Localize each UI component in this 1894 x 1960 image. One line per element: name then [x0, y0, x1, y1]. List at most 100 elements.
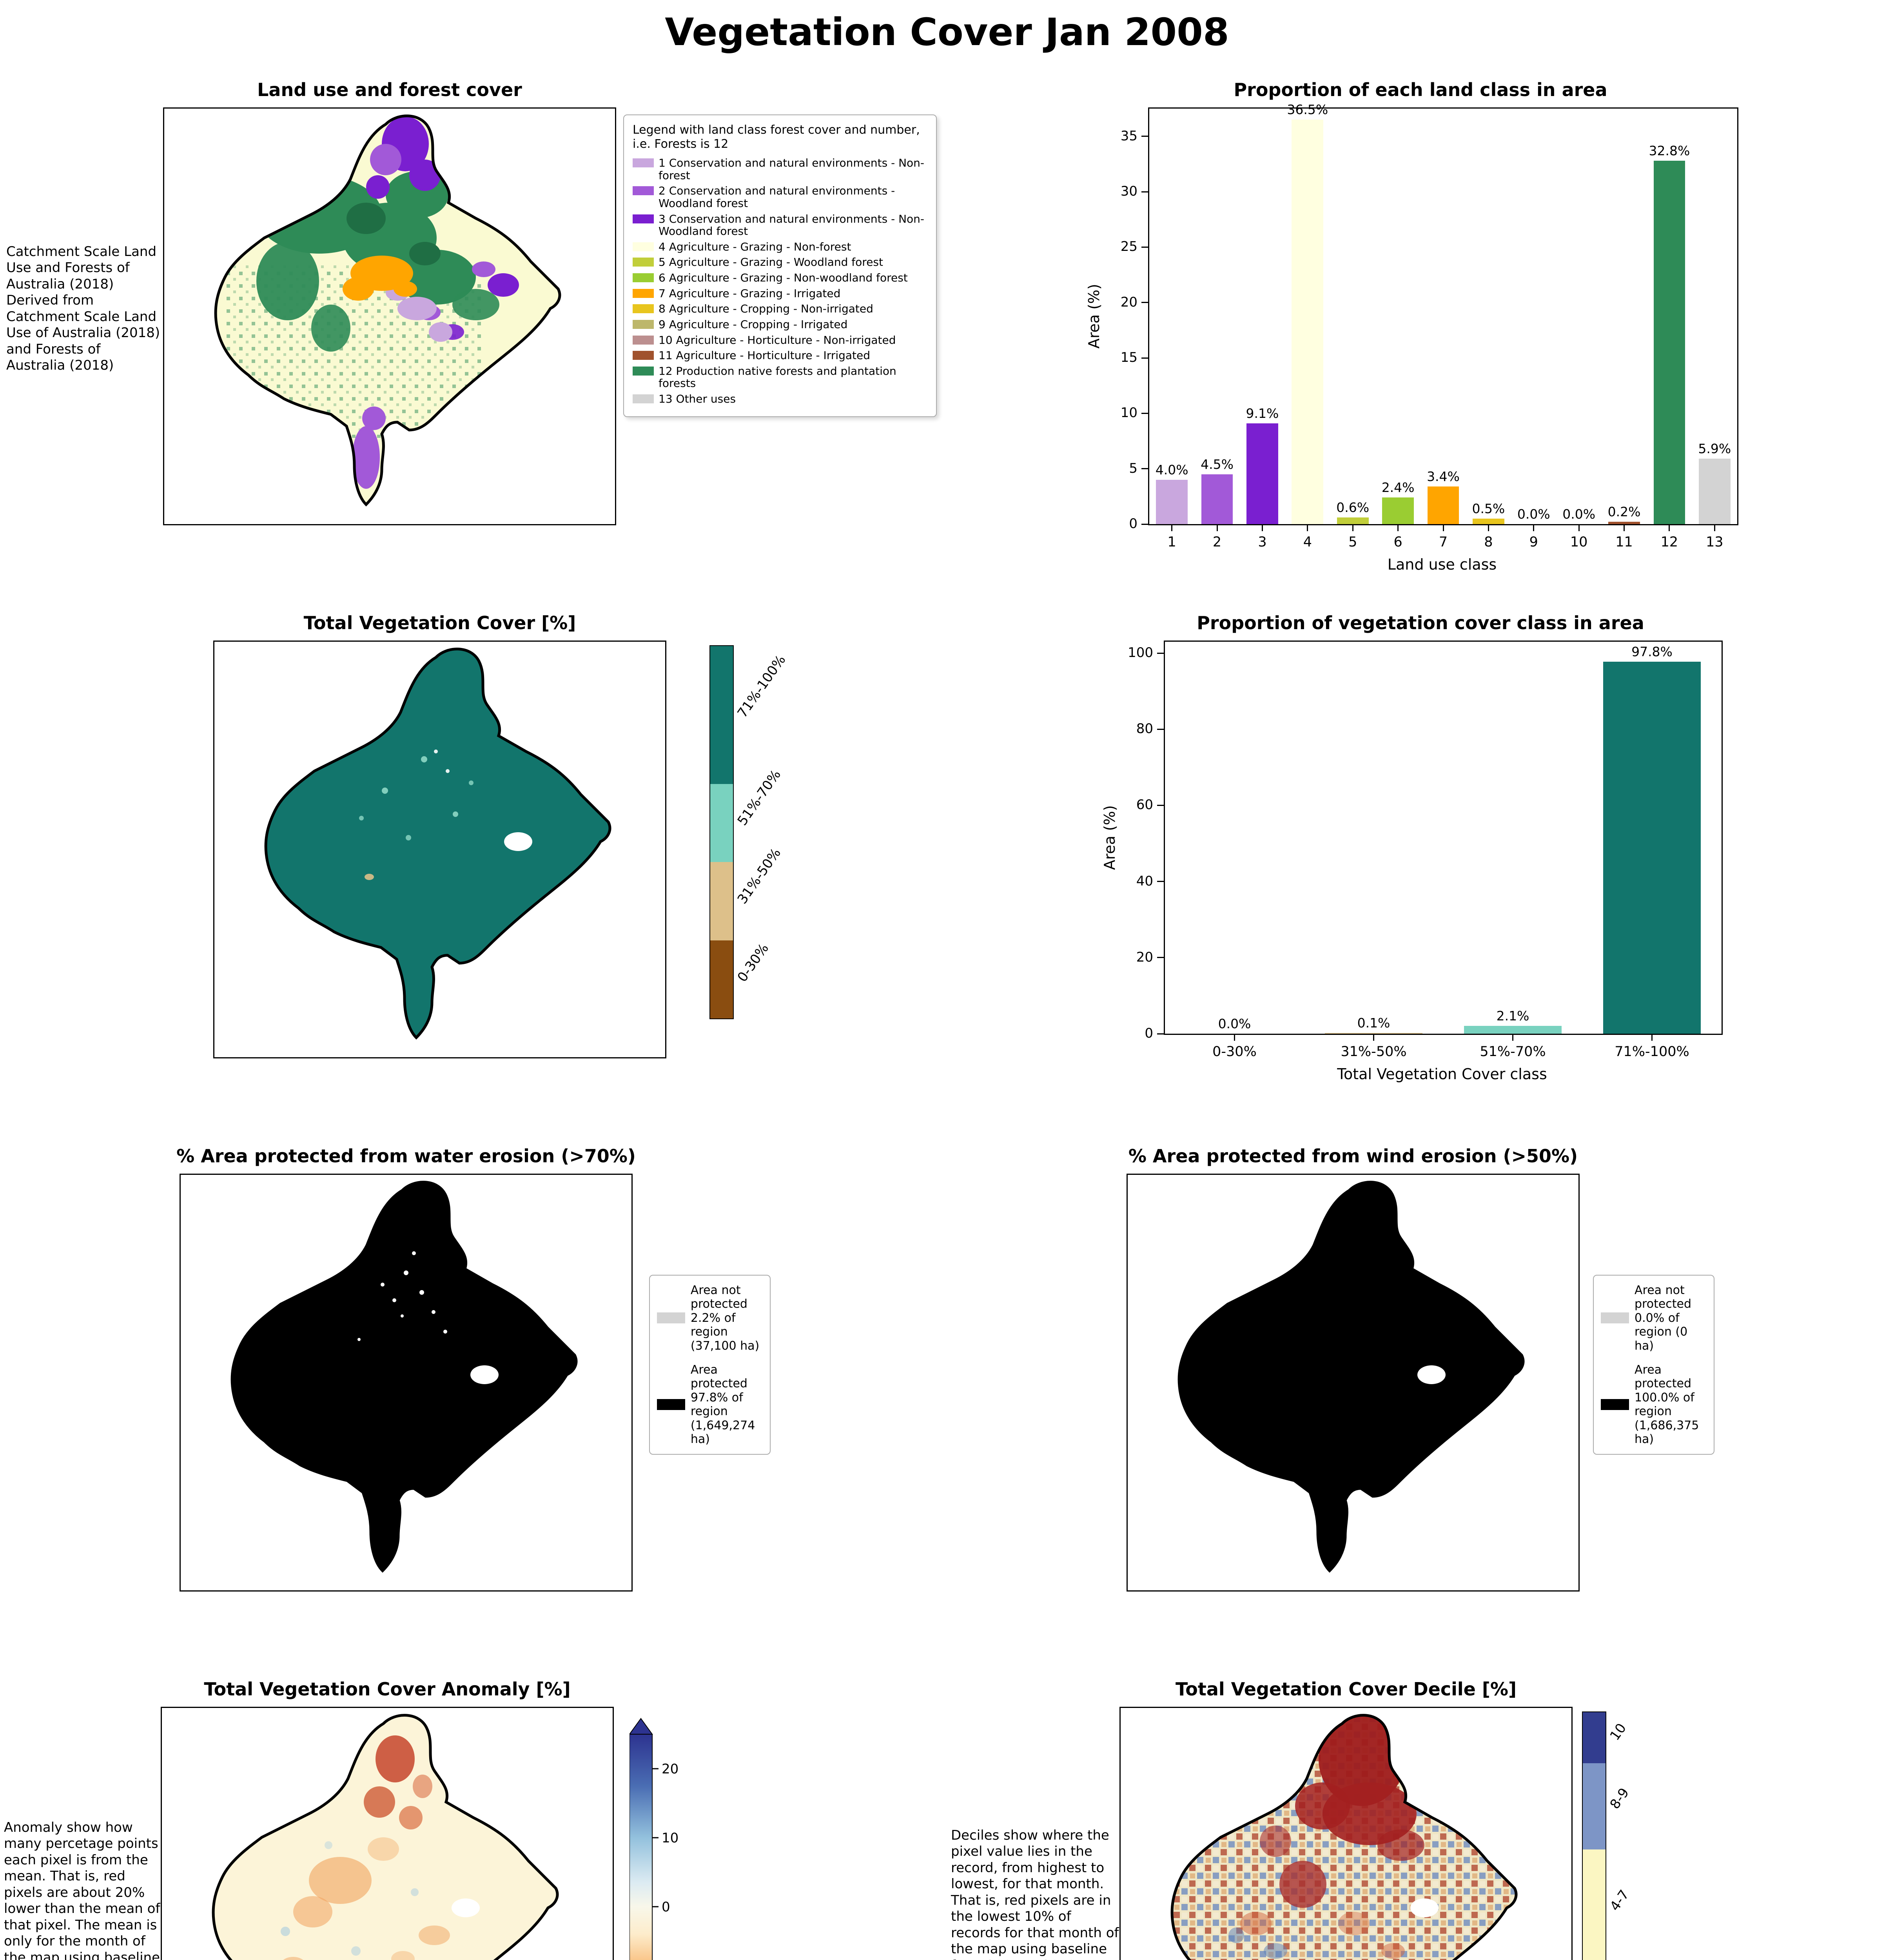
bar-value-label: 5.9% [1698, 441, 1731, 457]
wind-erosion-title: % Area protected from wind erosion (>50%… [1128, 1145, 1578, 1167]
anomaly-panel: Anomaly show how many percetage points e… [0, 1653, 947, 1960]
colorbar-segment [1583, 1763, 1606, 1849]
water-erosion-map [180, 1174, 633, 1592]
bar-value-label: 2.4% [1381, 480, 1415, 495]
bar [1464, 1025, 1562, 1034]
veg-class-bar-chart: 0 20 40 60 80 100 0.0% 0-30% 0.1% 31%-50% 2.1% 51%-… [1128, 641, 1723, 1060]
anomaly-title: Total Vegetation Cover Anomaly [%] [204, 1679, 571, 1700]
decile-panel: Deciles show where the pixel value lies … [947, 1653, 1894, 1960]
x-tick-label: 31%-50% [1341, 1044, 1407, 1060]
veg-cover-map [213, 641, 666, 1058]
legend-entry: Area not protected 2.2% of region (37,10… [657, 1283, 763, 1353]
y-tick-mark [1141, 191, 1149, 192]
legend-label: 8 Agriculture - Cropping - Non-irrigated [659, 302, 873, 316]
svg-text:10: 10 [662, 1830, 679, 1846]
y-tick-label: 25 [1120, 239, 1137, 255]
x-tick-label: 7 [1439, 534, 1448, 550]
colorbar-label: 71%-100% [734, 652, 789, 721]
x-tick-mark [1651, 1034, 1653, 1041]
bar [1473, 518, 1504, 524]
colorbar-label: 0-30% [734, 941, 772, 985]
land-use-map [163, 107, 616, 525]
x-tick-label: 8 [1484, 534, 1493, 550]
y-tick-label: 60 [1136, 797, 1153, 813]
legend-swatch [657, 1399, 685, 1410]
map-water-svg [230, 1181, 578, 1573]
land-use-panel: Catchment Scale Land Use and Forests of … [0, 54, 947, 525]
y-tick-mark [1141, 302, 1149, 303]
y-tick-mark [1157, 804, 1165, 806]
x-tick-mark [1307, 524, 1308, 531]
colorbar-segment [710, 784, 733, 862]
land-use-source-note: Catchment Scale Land Use and Forests of … [6, 244, 160, 374]
bar [1698, 459, 1731, 524]
y-tick-label: 100 [1128, 645, 1153, 661]
row-4: Anomaly show how many percetage points e… [0, 1653, 1894, 1960]
legend-entry: 7 Agriculture - Grazing - Irrigated [633, 287, 927, 300]
row-2: Total Vegetation Cover [%] 71%-100% 51%-7… [0, 587, 1894, 1120]
land-use-legend-title: Legend with land class forest cover and … [633, 123, 920, 151]
wind-erosion-legend: Area not protected 0.0% of region (0 ha)… [1593, 1275, 1714, 1455]
legend-entry: 13 Other uses [633, 393, 927, 405]
x-axis-label: Total Vegetation Cover class [1337, 1065, 1547, 1083]
y-tick-label: 20 [1120, 294, 1137, 310]
legend-swatch [633, 351, 654, 360]
legend-entry: 5 Agriculture - Grazing - Woodland fores… [633, 256, 927, 269]
map-veg-svg [264, 648, 611, 1040]
x-tick-label: 6 [1393, 534, 1402, 550]
legend-swatch [633, 158, 654, 167]
bar [1325, 1033, 1422, 1034]
legend-swatch [633, 319, 654, 329]
legend-label: 10 Agriculture - Horticulture - Non-irri… [659, 333, 896, 347]
x-tick-label: 13 [1706, 534, 1723, 550]
legend-entry: 9 Agriculture - Cropping - Irrigated [633, 318, 927, 331]
veg-class-chart-panel: Proportion of vegetation cover class in … [947, 587, 1894, 1083]
x-axis-label: Land use class [1387, 556, 1497, 573]
bar [1292, 120, 1324, 524]
x-tick-mark [1578, 524, 1580, 531]
y-tick-mark [1157, 1033, 1165, 1034]
bar [1653, 160, 1685, 524]
legend-entry: 11 Agriculture - Horticulture - Irrigate… [633, 349, 927, 362]
y-tick-mark [1141, 523, 1149, 525]
land-use-title: Land use and forest cover [257, 79, 522, 100]
legend-entry: 12 Production native forests and plantat… [633, 365, 927, 390]
bar-value-label: 2.1% [1496, 1008, 1529, 1024]
x-tick-label: 0-30% [1212, 1044, 1257, 1060]
bar-value-label: 36.5% [1287, 102, 1328, 118]
bar-value-label: 0.0% [1562, 506, 1596, 522]
water-erosion-legend: Area not protected 2.2% of region (37,10… [649, 1275, 771, 1455]
legend-entry: 4 Agriculture - Grazing - Non-forest [633, 241, 927, 253]
bar-value-label: 0.0% [1218, 1016, 1251, 1031]
x-tick-mark [1397, 524, 1399, 531]
y-tick-mark [1157, 652, 1165, 654]
x-tick-mark [1234, 1034, 1235, 1041]
bar [1201, 474, 1233, 524]
legend-swatch [633, 289, 654, 298]
decile-colorbar: 108-94-72-31 [1582, 1711, 1632, 1960]
colorbar-label: 4-7 [1607, 1887, 1633, 1914]
legend-swatch [657, 1312, 685, 1324]
svg-text:0: 0 [662, 1899, 670, 1915]
x-tick-mark [1624, 524, 1625, 531]
legend-entry: 10 Agriculture - Horticulture - Non-irri… [633, 334, 927, 347]
legend-swatch [633, 394, 654, 403]
y-tick-label: 30 [1120, 183, 1137, 199]
x-tick-mark [1488, 524, 1489, 531]
colorbar-segment [710, 646, 733, 784]
row-1: Catchment Scale Land Use and Forests of … [0, 54, 1894, 587]
legend-label: Area not protected 0.0% of region (0 ha) [1635, 1283, 1692, 1353]
bar-value-label: 0.0% [1517, 506, 1550, 522]
y-tick-mark [1157, 728, 1165, 730]
y-tick-label: 10 [1120, 405, 1137, 421]
x-tick-mark [1216, 524, 1218, 531]
x-tick-label: 2 [1212, 534, 1222, 550]
x-tick-label: 4 [1303, 534, 1312, 550]
x-tick-mark [1669, 524, 1670, 531]
veg-cover-title: Total Vegetation Cover [%] [303, 612, 576, 633]
legend-entry: 6 Agriculture - Grazing - Non-woodland f… [633, 272, 927, 284]
legend-label: 13 Other uses [659, 392, 736, 405]
y-tick-mark [1141, 246, 1149, 248]
